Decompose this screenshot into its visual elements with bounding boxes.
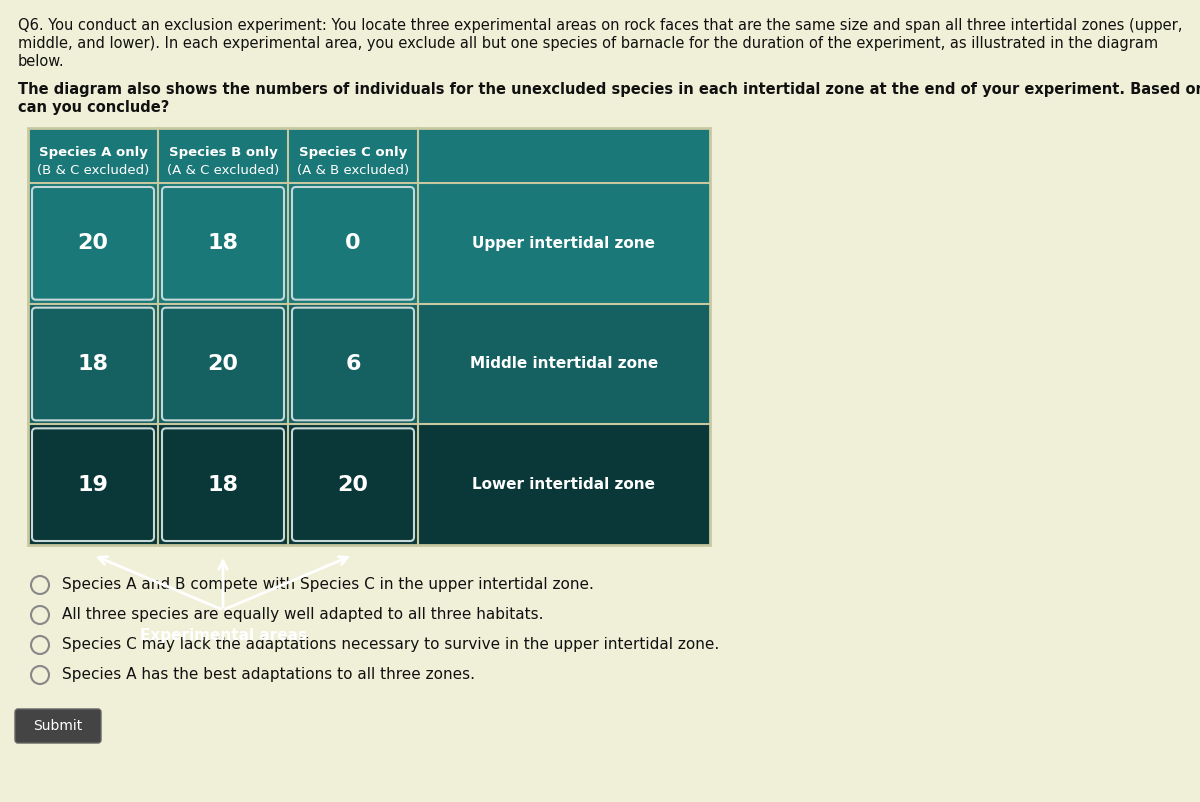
- Text: 18: 18: [208, 475, 239, 495]
- Text: below.: below.: [18, 54, 65, 69]
- Text: 19: 19: [78, 475, 108, 495]
- Text: can you conclude?: can you conclude?: [18, 100, 169, 115]
- Text: 20: 20: [208, 354, 239, 374]
- Text: The diagram also shows the numbers of individuals for the unexcluded species in : The diagram also shows the numbers of in…: [18, 82, 1200, 97]
- Bar: [28, 424, 710, 545]
- Text: Q6. You conduct an exclusion experiment: You locate three experimental areas on : Q6. You conduct an exclusion experiment:…: [18, 18, 1182, 33]
- Bar: [28, 128, 710, 183]
- Text: Lower intertidal zone: Lower intertidal zone: [473, 477, 655, 492]
- Text: Species B only: Species B only: [169, 146, 277, 159]
- Text: Species C may lack the adaptations necessary to survive in the upper intertidal : Species C may lack the adaptations neces…: [62, 638, 719, 653]
- Text: middle, and lower). In each experimental area, you exclude all but one species o: middle, and lower). In each experimental…: [18, 36, 1158, 51]
- Text: 6: 6: [346, 354, 361, 374]
- Text: 0: 0: [346, 233, 361, 253]
- Text: Submit: Submit: [34, 719, 83, 733]
- Text: Species A has the best adaptations to all three zones.: Species A has the best adaptations to al…: [62, 667, 475, 683]
- Text: 18: 18: [208, 233, 239, 253]
- Text: (B & C excluded): (B & C excluded): [37, 164, 149, 177]
- Text: Experimental areas: Experimental areas: [139, 628, 306, 643]
- Bar: [28, 183, 710, 304]
- Text: (A & C excluded): (A & C excluded): [167, 164, 280, 177]
- Text: Species A only: Species A only: [38, 146, 148, 159]
- Text: 18: 18: [78, 354, 108, 374]
- Bar: [28, 304, 710, 424]
- Text: Species C only: Species C only: [299, 146, 407, 159]
- Text: (A & B excluded): (A & B excluded): [296, 164, 409, 177]
- Text: Middle intertidal zone: Middle intertidal zone: [470, 357, 658, 371]
- Text: 20: 20: [337, 475, 368, 495]
- Text: 20: 20: [78, 233, 108, 253]
- Text: All three species are equally well adapted to all three habitats.: All three species are equally well adapt…: [62, 607, 544, 622]
- Text: Species A and B compete with Species C in the upper intertidal zone.: Species A and B compete with Species C i…: [62, 577, 594, 593]
- Text: Upper intertidal zone: Upper intertidal zone: [473, 236, 655, 251]
- Bar: [28, 128, 710, 545]
- FancyBboxPatch shape: [14, 709, 101, 743]
